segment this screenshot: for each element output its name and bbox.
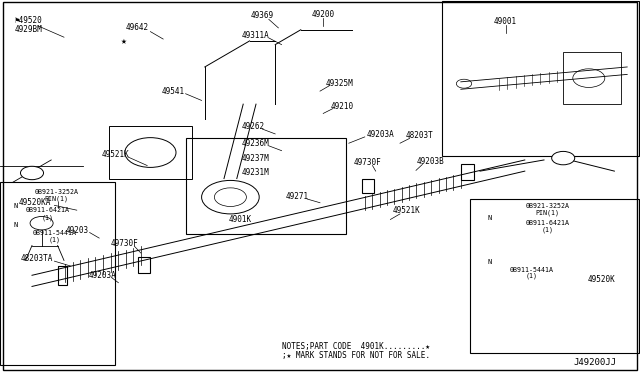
Text: ★: ★: [120, 36, 127, 46]
Text: 49001: 49001: [494, 17, 517, 26]
Bar: [563, 52, 621, 104]
Bar: [461, 164, 474, 180]
Text: 0B911-5441A: 0B911-5441A: [509, 267, 553, 273]
Circle shape: [552, 151, 575, 165]
Text: 49325M: 49325M: [325, 79, 353, 88]
Bar: [470, 199, 639, 353]
Text: 49521K: 49521K: [392, 206, 420, 215]
Text: 4929BM: 4929BM: [15, 25, 43, 34]
Text: ;★ MARK STANDS FOR NOT FOR SALE.: ;★ MARK STANDS FOR NOT FOR SALE.: [282, 351, 429, 360]
Text: 49642: 49642: [126, 23, 149, 32]
Bar: [362, 179, 374, 193]
Bar: [138, 257, 150, 273]
Text: N: N: [14, 222, 18, 228]
Text: (1): (1): [541, 227, 553, 233]
Text: N: N: [488, 259, 492, 265]
Bar: [0, 182, 115, 365]
Circle shape: [20, 166, 44, 180]
Text: 49541: 49541: [161, 87, 184, 96]
Bar: [186, 138, 346, 234]
Text: 49236M: 49236M: [242, 139, 270, 148]
Text: 49203A: 49203A: [367, 130, 395, 139]
Text: 49369: 49369: [251, 11, 274, 20]
Text: 49203B: 49203B: [416, 157, 444, 166]
Text: 49730F: 49730F: [354, 158, 382, 167]
Text: ⚑49520: ⚑49520: [15, 16, 43, 25]
Text: 49521K: 49521K: [101, 150, 129, 159]
Text: N: N: [14, 203, 18, 209]
Text: 49730F: 49730F: [111, 239, 139, 248]
Text: N: N: [488, 215, 492, 221]
Text: 4901K: 4901K: [228, 215, 252, 224]
Text: 0B921-3252A: 0B921-3252A: [525, 203, 569, 209]
Text: J49200JJ: J49200JJ: [573, 358, 617, 367]
Text: (1): (1): [42, 214, 54, 221]
Text: 48203TA: 48203TA: [21, 254, 53, 263]
Text: 49203: 49203: [65, 226, 88, 235]
Text: (1): (1): [525, 273, 537, 279]
Text: 49271: 49271: [286, 192, 309, 201]
Text: 49203A: 49203A: [88, 271, 116, 280]
Text: NOTES;PART CODE  4901K.........★: NOTES;PART CODE 4901K.........★: [282, 342, 429, 351]
Bar: [442, 1, 639, 156]
Bar: [58, 266, 67, 285]
Text: 0B921-3252A: 0B921-3252A: [35, 189, 78, 195]
Text: 49520KA: 49520KA: [19, 198, 51, 207]
Text: 49237M: 49237M: [242, 154, 270, 163]
Text: 49520K: 49520K: [588, 275, 616, 284]
Text: 0B911-6421A: 0B911-6421A: [26, 207, 70, 213]
Text: 49311A: 49311A: [242, 31, 270, 40]
Text: 0B911-5441A: 0B911-5441A: [33, 230, 76, 235]
Text: 49210: 49210: [331, 102, 354, 110]
Bar: [109, 126, 192, 179]
Text: 49200: 49200: [312, 10, 335, 19]
Text: PIN(1): PIN(1): [44, 196, 68, 202]
Text: PIN(1): PIN(1): [535, 209, 559, 216]
Text: 48203T: 48203T: [405, 131, 433, 140]
Text: 49231M: 49231M: [242, 169, 270, 177]
Text: 0B911-6421A: 0B911-6421A: [525, 220, 569, 226]
Text: 49262: 49262: [241, 122, 264, 131]
Text: (1): (1): [49, 237, 60, 243]
